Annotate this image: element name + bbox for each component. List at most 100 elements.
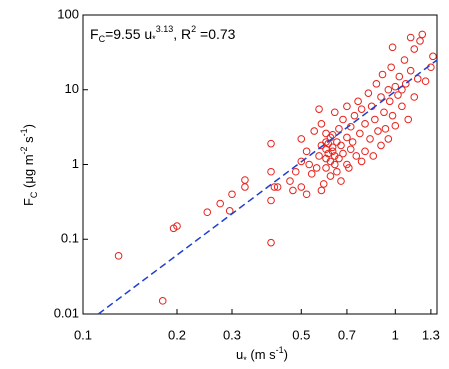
data-point [366,135,374,143]
annotation-part: 2 [191,24,196,34]
data-point [398,102,406,111]
data-point [328,143,337,152]
data-point [410,93,419,101]
data-point [333,167,341,176]
data-point [326,172,335,180]
data-point [401,80,410,88]
data-point [371,115,379,124]
data-point [289,186,297,195]
data-point [413,75,422,83]
data-point [173,222,181,230]
data-point [273,183,282,191]
data-point [421,77,430,86]
data-point [330,160,339,169]
data-point [317,120,326,128]
y-label-part: C [29,191,39,198]
data-point [267,167,275,176]
annotation-part: * [152,34,156,44]
data-point [339,149,347,158]
x-axis-label: u* (m s-1) [236,345,288,365]
data-point [297,135,306,143]
fit-line [97,59,438,315]
x-tick-label: 0.1 [74,327,92,342]
data-point [404,115,413,124]
data-point [378,70,387,79]
data-point [333,138,341,146]
data-point [337,177,345,185]
data-point [391,82,400,91]
data-point [324,149,333,158]
data-point [216,199,225,208]
data-point [319,180,328,188]
data-point [388,111,397,120]
data-point [361,147,369,156]
data-point [312,164,321,172]
data-point [410,45,419,53]
x-label-part: ) [284,347,288,362]
data-point [356,129,364,138]
data-point [241,176,249,184]
data-point [315,105,323,113]
annotation-part: 3.13 [156,24,174,34]
data-point [391,121,400,130]
data-point [328,147,337,156]
y-label-part: F [21,198,36,206]
y-tick-label: 100 [57,6,79,21]
data-point [114,252,123,260]
x-tick-label: 0.2 [168,327,186,342]
y-tick-label: 0.01 [54,305,79,320]
data-point [372,80,381,88]
data-point [302,147,311,156]
data-point [297,157,306,166]
data-point [322,164,330,172]
y-tick-label: 1 [72,156,79,171]
data-point [395,72,404,81]
y-label-part: ) [21,124,36,128]
data-point [317,186,326,195]
annotation-part: F [90,26,99,42]
annotation-part: =9.55 u [105,26,152,42]
data-point [348,138,357,146]
x-label-part: u [236,347,243,362]
x-tick-label: 0.5 [292,327,310,342]
data-point [330,152,339,160]
annotation-part: , R [173,26,191,42]
data-point [418,30,427,39]
data-point [302,190,311,199]
data-point [374,127,382,135]
data-point [394,91,402,99]
data-point [384,135,393,143]
data-point [346,145,355,154]
data-point [384,85,393,94]
x-tick-label: 0.7 [338,327,356,342]
data-point [385,97,394,106]
x-label-part: * [243,355,247,365]
data-point [315,152,323,160]
data-point [361,120,369,128]
y-label-part: -1 [19,128,29,136]
data-point [350,111,359,120]
data-point [335,125,343,133]
data-point [369,152,378,160]
y-label-part: -2 [19,146,29,154]
data-point [406,66,415,75]
data-point [337,141,345,150]
data-point [158,297,167,305]
y-label-part: (μg m [21,154,36,191]
data-point [357,157,366,166]
data-point [381,125,390,133]
data-point [291,167,300,176]
data-point [354,97,362,106]
data-point [388,43,397,52]
y-axis-label: FC (μg m-2 s-1) [19,124,39,206]
data-point [270,183,279,191]
data-point [377,141,385,150]
data-point [364,89,373,97]
data-point [380,108,388,117]
x-tick-label: 0.3 [223,327,241,342]
annotation-part: C [99,34,106,44]
data-point [429,52,437,61]
y-label-part: s [21,136,36,147]
data-point [203,208,212,217]
